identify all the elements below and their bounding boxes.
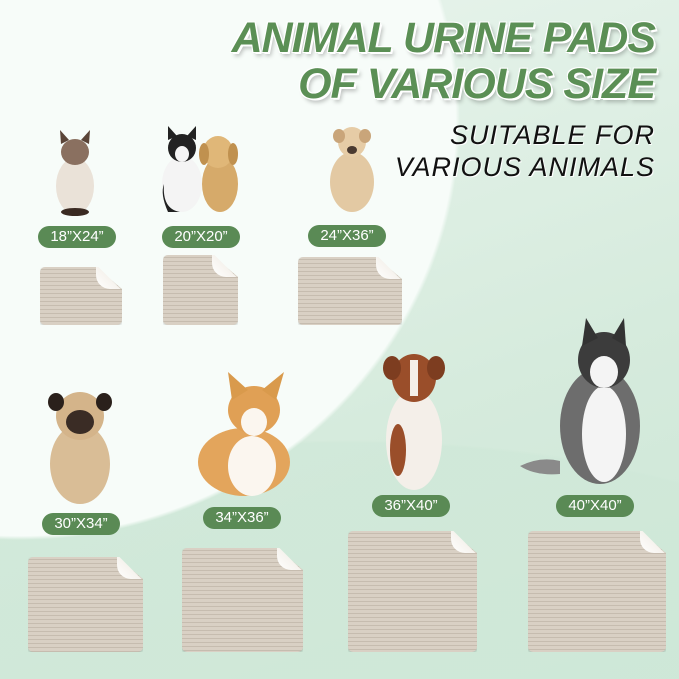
pad-30x34 <box>28 557 143 652</box>
siamese-cat-image <box>56 130 94 216</box>
heading-line-2: OF VARIOUS SIZE <box>298 60 656 108</box>
heading-line-1: ANIMAL URINE PADS <box>231 14 656 62</box>
pad-40x40 <box>528 531 666 652</box>
pad-fold <box>376 257 402 279</box>
pad-fold <box>451 531 477 553</box>
pad-36x40 <box>348 531 477 652</box>
size-label-40x40: 40”X40” <box>556 495 634 517</box>
pad-fold <box>277 548 303 570</box>
cat-and-puppy-image <box>162 126 238 212</box>
subheading-line-2: VARIOUS ANIMALS <box>394 152 655 182</box>
husky-image <box>520 318 640 484</box>
size-label-30x34: 30”X34” <box>42 513 120 535</box>
size-label-34x36: 34”X36” <box>203 507 281 529</box>
size-label-36x40: 36”X40” <box>372 495 450 517</box>
labrador-dog-image <box>330 127 374 212</box>
corgi-image <box>198 372 290 496</box>
size-label-20x20: 20”X20” <box>162 226 240 248</box>
pad-fold <box>640 531 666 553</box>
size-label-24x36: 24”X36” <box>308 225 386 247</box>
pad-fold <box>212 255 238 277</box>
australian-shepherd-image <box>383 354 445 490</box>
subheading-line-1: SUITABLE FOR <box>449 120 655 150</box>
pug-image <box>48 392 112 504</box>
pad-fold <box>96 267 122 289</box>
size-label-18x24: 18”X24” <box>38 226 116 248</box>
pad-fold <box>117 557 143 579</box>
